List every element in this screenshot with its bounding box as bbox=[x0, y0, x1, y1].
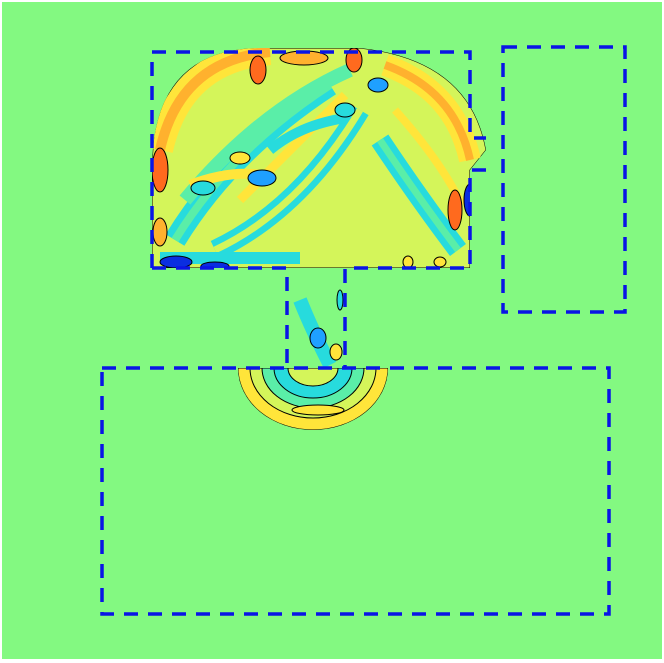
room-contour bbox=[236, 91, 349, 204]
right-region-boundary bbox=[501, 45, 627, 314]
exit-wave-pattern bbox=[238, 368, 388, 430]
corridor-wave-pattern bbox=[287, 268, 345, 368]
room-blob bbox=[345, 48, 363, 73]
room-blob bbox=[229, 151, 251, 165]
room-blob bbox=[447, 189, 463, 231]
room-wave-pattern bbox=[152, 48, 486, 268]
domain-outlines bbox=[100, 45, 627, 616]
corridor-blob bbox=[336, 289, 344, 311]
room-right-boundary bbox=[343, 168, 486, 368]
bottom-region-boundary bbox=[100, 366, 611, 616]
room-blob bbox=[159, 255, 193, 268]
room-blob bbox=[247, 169, 277, 187]
room-blob bbox=[402, 255, 414, 268]
room-blob bbox=[152, 217, 168, 247]
room-boundary bbox=[150, 50, 486, 268]
room-blob bbox=[152, 147, 169, 193]
room-contour bbox=[266, 113, 346, 154]
semi-contour bbox=[287, 368, 339, 387]
room-blob bbox=[334, 102, 356, 118]
room-blob bbox=[190, 180, 216, 196]
room-blob bbox=[367, 77, 389, 93]
room-blob bbox=[200, 261, 230, 268]
room-contour bbox=[383, 61, 474, 161]
room-blob bbox=[433, 256, 447, 268]
room-contour bbox=[155, 48, 271, 152]
corridor-blob bbox=[309, 327, 327, 349]
room-contour bbox=[377, 138, 461, 253]
room-blob bbox=[249, 55, 267, 85]
semi-blob bbox=[291, 404, 345, 416]
corridor-left-boundary bbox=[152, 266, 289, 368]
corridor-blob bbox=[329, 343, 343, 361]
room-contour bbox=[213, 108, 364, 254]
